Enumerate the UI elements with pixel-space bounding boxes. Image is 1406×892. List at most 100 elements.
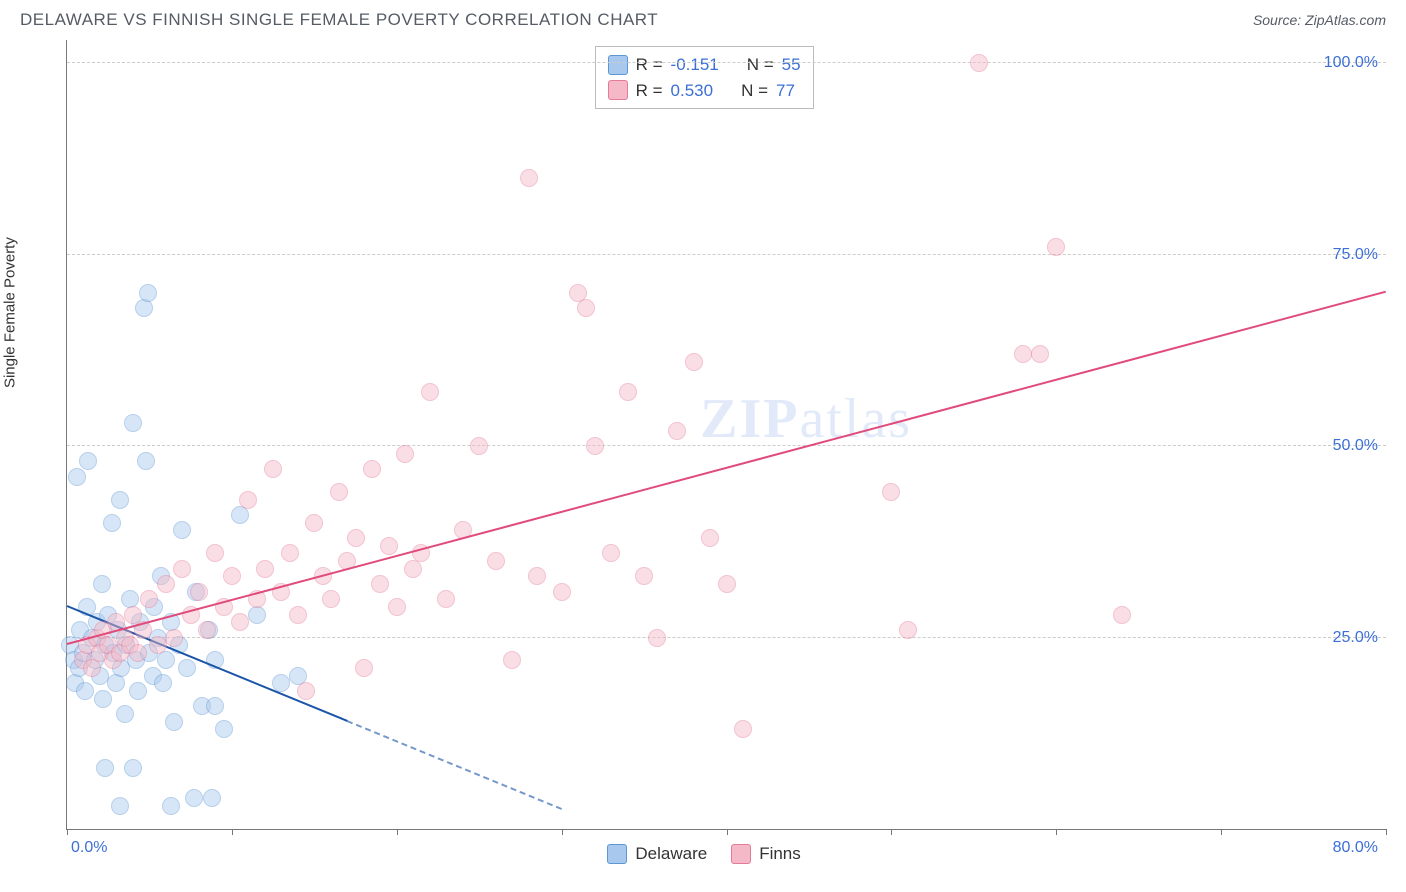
x-tick — [397, 829, 398, 835]
stats-row: R =-0.151N =55 — [608, 52, 801, 78]
data-point — [305, 514, 323, 532]
swatch-icon — [731, 844, 751, 864]
data-point — [129, 682, 147, 700]
data-point — [503, 651, 521, 669]
x-tick — [232, 829, 233, 835]
r-label: R = — [636, 78, 663, 104]
data-point — [154, 674, 172, 692]
data-point — [586, 437, 604, 455]
legend-label: Finns — [759, 844, 801, 864]
data-point — [718, 575, 736, 593]
data-point — [206, 544, 224, 562]
data-point — [1031, 345, 1049, 363]
data-point — [83, 659, 101, 677]
data-point — [94, 690, 112, 708]
stats-row: R = 0.530 N = 77 — [608, 78, 801, 104]
data-point — [124, 759, 142, 777]
gridline-h — [67, 445, 1386, 446]
y-tick-label: 50.0% — [1333, 437, 1378, 455]
data-point — [371, 575, 389, 593]
y-tick-label: 25.0% — [1333, 629, 1378, 647]
data-point — [173, 560, 191, 578]
n-value: 77 — [776, 78, 795, 104]
data-point — [178, 659, 196, 677]
data-point — [396, 445, 414, 463]
r-value: 0.530 — [671, 78, 714, 104]
data-point — [239, 491, 257, 509]
data-point — [173, 521, 191, 539]
data-point — [185, 789, 203, 807]
data-point — [528, 567, 546, 585]
r-value: -0.151 — [671, 52, 719, 78]
gridline-h — [67, 637, 1386, 638]
data-point — [297, 682, 315, 700]
gridline-h — [67, 254, 1386, 255]
data-point — [111, 491, 129, 509]
data-point — [437, 590, 455, 608]
data-point — [970, 54, 988, 72]
data-point — [116, 705, 134, 723]
data-point — [289, 606, 307, 624]
data-point — [157, 651, 175, 669]
swatch-icon — [607, 844, 627, 864]
data-point — [223, 567, 241, 585]
data-point — [553, 583, 571, 601]
data-point — [231, 506, 249, 524]
data-point — [107, 674, 125, 692]
data-point — [68, 468, 86, 486]
data-point — [231, 613, 249, 631]
legend-label: Delaware — [635, 844, 707, 864]
watermark: ZIPatlas — [700, 387, 912, 451]
data-point — [165, 713, 183, 731]
data-point — [648, 629, 666, 647]
data-point — [165, 629, 183, 647]
series-legend: Delaware Finns — [607, 844, 800, 864]
data-point — [93, 575, 111, 593]
swatch-icon — [608, 55, 628, 75]
data-point — [215, 720, 233, 738]
x-tick — [727, 829, 728, 835]
x-tick — [891, 829, 892, 835]
source-attribution: Source: ZipAtlas.com — [1253, 12, 1386, 28]
n-label: N = — [741, 78, 768, 104]
data-point — [685, 353, 703, 371]
data-point — [330, 483, 348, 501]
data-point — [619, 383, 637, 401]
data-point — [388, 598, 406, 616]
gridline-h — [67, 62, 1386, 63]
data-point — [248, 606, 266, 624]
x-tick — [562, 829, 563, 835]
data-point — [577, 299, 595, 317]
data-point — [149, 636, 167, 654]
data-point — [139, 284, 157, 302]
chart-container: Single Female Poverty ZIPatlas R =-0.151… — [20, 40, 1386, 870]
data-point — [404, 560, 422, 578]
y-axis-label: Single Female Poverty — [2, 237, 19, 388]
n-label: N = — [747, 52, 774, 78]
x-tick — [1386, 829, 1387, 835]
data-point — [421, 383, 439, 401]
data-point — [882, 483, 900, 501]
legend-item: Finns — [731, 844, 801, 864]
data-point — [129, 644, 147, 662]
data-point — [162, 797, 180, 815]
data-point — [701, 529, 719, 547]
data-point — [347, 529, 365, 547]
legend-item: Delaware — [607, 844, 707, 864]
swatch-icon — [608, 80, 628, 100]
data-point — [363, 460, 381, 478]
data-point — [198, 621, 216, 639]
source-name: ZipAtlas.com — [1305, 12, 1386, 28]
data-point — [1047, 238, 1065, 256]
x-tick — [1221, 829, 1222, 835]
x-tick-label: 0.0% — [71, 839, 107, 857]
data-point — [899, 621, 917, 639]
watermark-zip: ZIP — [700, 388, 799, 450]
data-point — [124, 414, 142, 432]
chart-title: DELAWARE VS FINNISH SINGLE FEMALE POVERT… — [20, 10, 658, 30]
data-point — [602, 544, 620, 562]
data-point — [668, 422, 686, 440]
data-point — [734, 720, 752, 738]
data-point — [103, 514, 121, 532]
source-prefix: Source: — [1253, 12, 1305, 28]
